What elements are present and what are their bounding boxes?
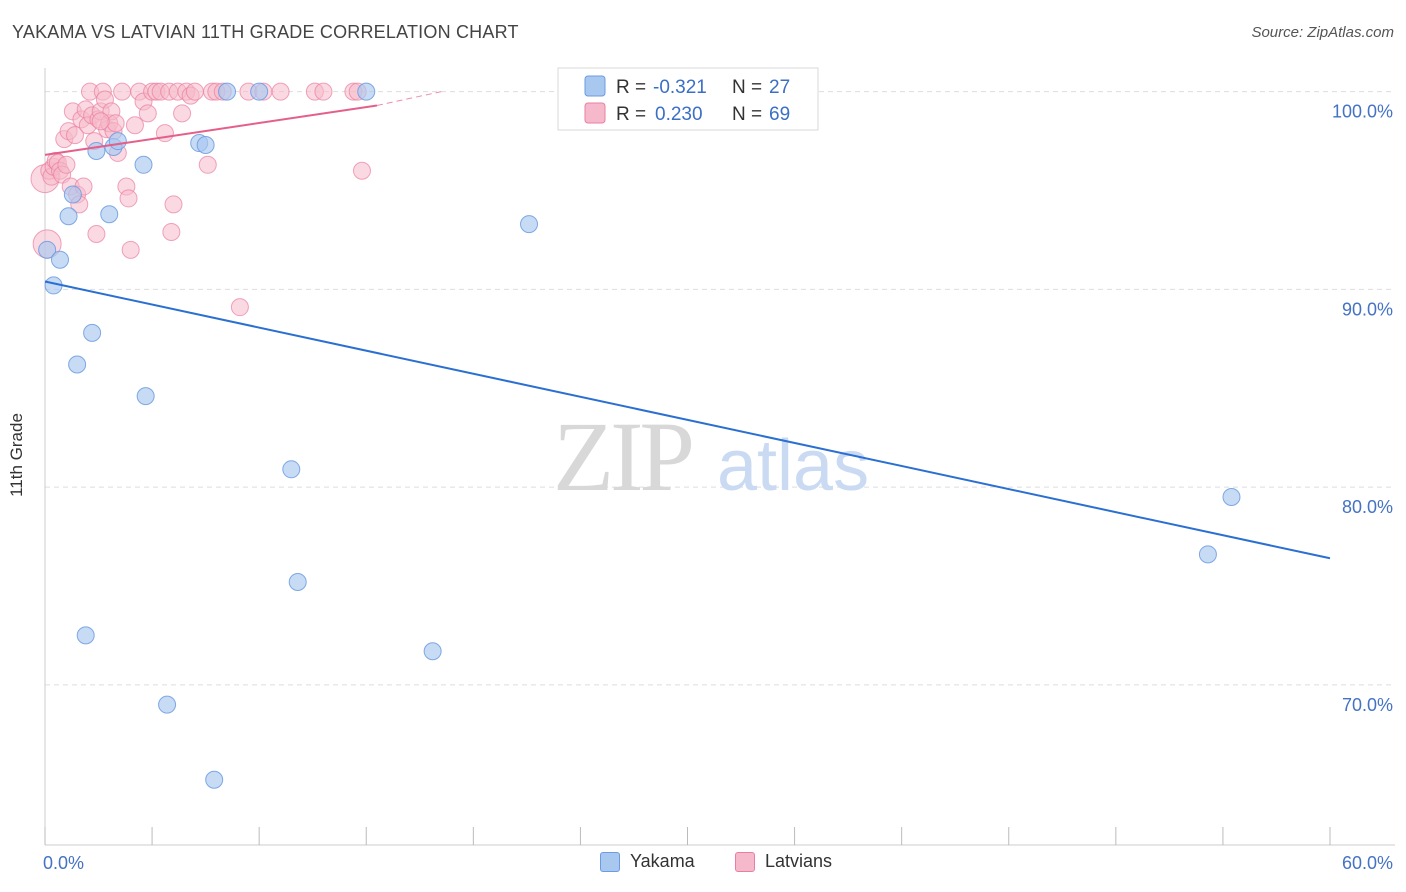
yakama-point [520,215,539,234]
latvian-point [87,225,106,244]
latvian-point [271,82,290,101]
y-tick-label: 80.0% [1342,497,1393,517]
y-tick-label: 70.0% [1342,695,1393,715]
yakama-point [288,573,307,592]
latvian-n-value: 69 [769,104,790,125]
latvian-point [106,114,125,133]
x-tick-label-min: 0.0% [43,853,84,873]
yakama-point [108,132,127,151]
yakama-point [218,82,237,101]
stats-legend: R = -0.321 N = 27 R = 0.230 N = 69 [557,67,819,131]
latvian-point [138,104,157,123]
grid-lines [45,91,1395,686]
yakama-point [63,185,82,204]
latvian-r-value: 0.230 [655,104,703,125]
latvian-swatch [735,851,755,872]
chart-title: YAKAMA VS LATVIAN 11TH GRADE CORRELATION… [12,22,519,42]
yakama-point [100,205,119,224]
yakama-point [59,207,78,226]
x-tick-label-max: 60.0% [1342,853,1393,873]
yakama-point [38,240,57,259]
latvian-legend-swatch [584,102,606,124]
latvian-point [155,124,174,143]
latvian-point [119,189,138,208]
latvian-point [113,82,132,101]
latvian-point [65,126,84,145]
latvian-point [125,116,144,135]
yakama-point [68,355,87,374]
latvian-trend-line [44,104,378,156]
axes [44,68,1395,846]
yakama-point [134,155,153,174]
legend-label-yakama: Yakama [630,851,695,871]
yakama-point [76,626,95,645]
source-label: Source: ZipAtlas.com [1251,24,1394,41]
yakama-r-value: -0.321 [653,77,707,98]
y-tick-label: 90.0% [1342,299,1393,319]
latvian-n-label: N = [732,104,762,125]
latvian-point [198,155,217,174]
latvian-point [121,240,140,259]
yakama-r-label: R = [616,77,646,98]
latvian-point [314,82,333,101]
latvian-point [352,161,371,180]
yakama-point [1198,545,1217,564]
latvian-point [162,223,181,242]
legend-label-latvians: Latvians [765,851,833,871]
yakama-point [87,141,106,160]
latvian-trend-extension [376,91,442,106]
watermark: ZIP atlas [553,401,869,512]
tick-labels: 70.0% 80.0% 90.0% 100.0% 0.0% 60.0% [43,102,1393,873]
trend-lines [44,91,1331,560]
y-tick-label: 100.0% [1332,102,1393,122]
yakama-point [50,250,69,269]
latvian-r-label: R = [616,104,646,125]
yakama-point [158,695,177,714]
yakama-series [38,82,1241,789]
yakama-n-label: N = [732,77,762,98]
legend-item-latvians[interactable]: Latvians [735,851,832,872]
latvian-point [164,195,183,214]
watermark-zip: ZIP [553,401,691,512]
yakama-point [282,460,301,479]
watermark-atlas: atlas [717,426,869,506]
yakama-point [1222,487,1241,506]
yakama-point [136,387,155,406]
latvian-point [91,112,110,131]
legend-item-yakama[interactable]: Yakama [600,851,695,872]
yakama-trend-line [44,280,1331,560]
yakama-legend-swatch [584,75,606,97]
yakama-point [423,642,442,661]
yakama-point [83,323,102,342]
latvian-point [230,298,249,317]
latvian-point [185,82,204,101]
latvian-series [30,82,371,317]
yakama-point [250,82,269,101]
latvian-point [173,104,192,123]
yakama-swatch [600,851,620,872]
yakama-point [357,82,376,101]
yakama-point [205,770,224,789]
yakama-point [196,136,215,155]
series-legend: Yakama Latvians [0,851,1406,877]
latvian-point [57,155,76,174]
yakama-n-value: 27 [769,77,790,98]
